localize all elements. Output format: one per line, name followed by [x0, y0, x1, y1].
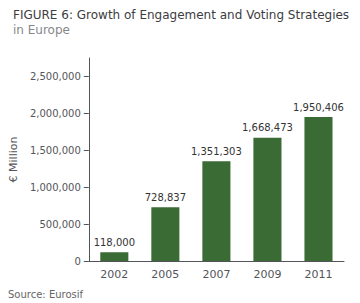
svg-text:2002: 2002	[100, 268, 128, 281]
svg-text:2009: 2009	[253, 268, 281, 281]
svg-text:€ Million: € Million	[7, 137, 20, 183]
svg-text:500,000: 500,000	[39, 219, 80, 230]
svg-text:FIGURE 6: Growth of Engagement: FIGURE 6: Growth of Engagement and Votin…	[13, 8, 349, 22]
svg-text:2005: 2005	[151, 268, 179, 281]
svg-text:118,000: 118,000	[94, 237, 135, 248]
svg-text:1,668,473: 1,668,473	[242, 122, 293, 133]
svg-text:1,500,000: 1,500,000	[30, 145, 81, 156]
svg-text:0: 0	[74, 256, 80, 267]
svg-text:1,000,000: 1,000,000	[30, 182, 81, 193]
svg-text:2007: 2007	[202, 268, 230, 281]
svg-text:1,950,406: 1,950,406	[293, 102, 344, 113]
svg-text:2011: 2011	[304, 268, 332, 281]
svg-text:in Europe: in Europe	[13, 23, 70, 37]
svg-text:2,500,000: 2,500,000	[30, 71, 81, 82]
svg-text:728,837: 728,837	[145, 192, 186, 203]
svg-text:1,351,303: 1,351,303	[191, 146, 242, 157]
svg-text:Source: Eurosif: Source: Eurosif	[8, 289, 84, 300]
svg-text:2,000,000: 2,000,000	[30, 108, 81, 119]
